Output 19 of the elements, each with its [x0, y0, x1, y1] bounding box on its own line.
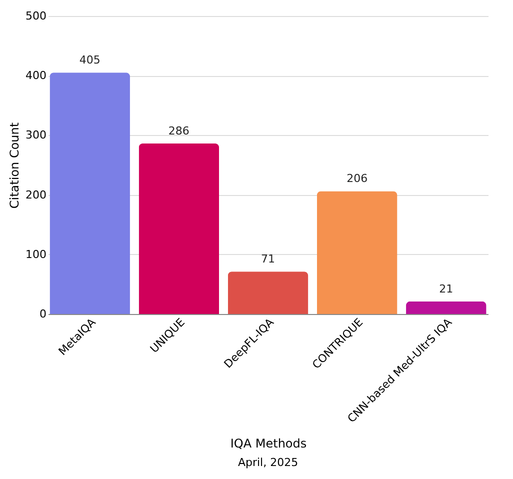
data-label: 21 — [439, 282, 454, 296]
y-axis-title: Citation Count — [8, 122, 22, 209]
y-tick-label: 400 — [26, 69, 46, 82]
y-tick-label: 100 — [26, 248, 46, 261]
x-axis-title: IQA Methods — [230, 436, 307, 451]
bar — [316, 191, 398, 314]
y-tick-label: 300 — [26, 128, 46, 142]
bar — [138, 144, 220, 314]
data-label: 286 — [168, 124, 190, 138]
text: April, 2025 — [238, 456, 298, 470]
y-tick-label: 200 — [26, 188, 46, 202]
y-tick-label: 0 — [40, 308, 46, 320]
bar — [50, 72, 130, 314]
data-label: 405 — [79, 54, 100, 67]
bar — [406, 301, 486, 314]
bar — [228, 272, 308, 314]
data-label: 71 — [261, 252, 275, 266]
y-tick-label: 500 — [26, 10, 46, 22]
data-label: 206 — [346, 172, 368, 186]
